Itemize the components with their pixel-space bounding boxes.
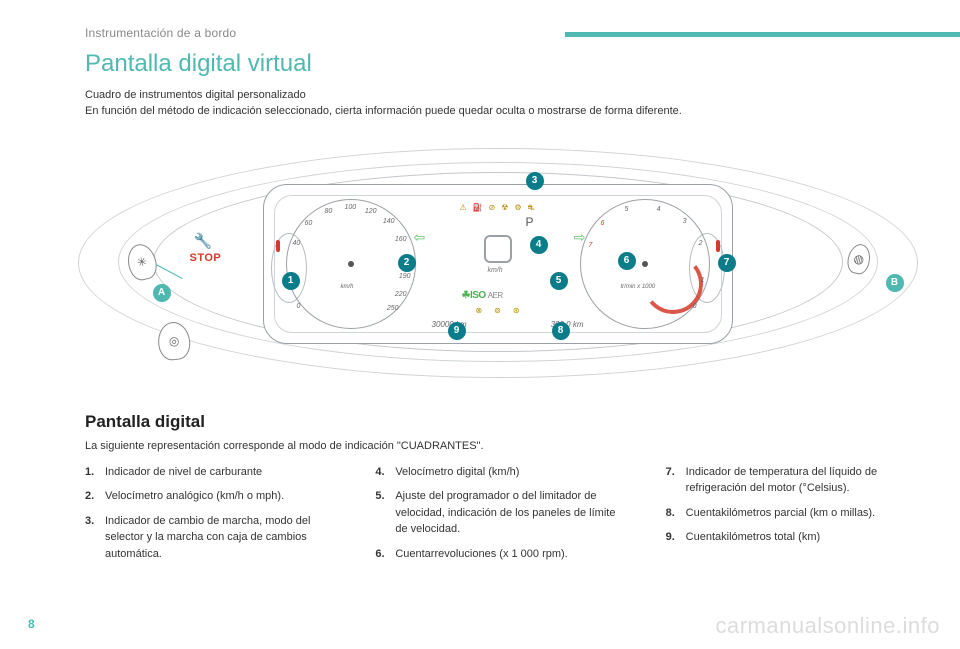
tick: 120	[365, 208, 377, 215]
callout-badge-b: B	[886, 274, 904, 292]
legend-col-3: 7.Indicador de temperatura del líquido d…	[666, 464, 910, 571]
watermark: carmanualsonline.info	[715, 613, 940, 639]
warn-icon: ⚙	[514, 203, 522, 213]
accent-bar	[565, 32, 960, 37]
legend-num: 2.	[85, 488, 105, 505]
page-number: 8	[28, 617, 35, 631]
center-digital-box	[484, 235, 512, 263]
warn-icon: ⊛	[513, 306, 520, 315]
eco-unit: AER	[488, 291, 503, 300]
instrument-panel: ⇦ ⇨ ⚠ ⛽ ⊘ ☢ ⚙ ⛐ P 0 20 40 60 80 100	[263, 184, 733, 344]
legend-text: Velocímetro analógico (km/h o mph).	[105, 488, 329, 505]
callout-badge-3: 3	[526, 172, 544, 190]
fuel-low-segment	[276, 240, 280, 252]
callout-badge-4: 4	[530, 236, 548, 254]
eco-leaf-icon: ☘	[462, 290, 470, 301]
wrench-icon: 🔧	[194, 232, 213, 250]
steering-icon: ◎	[157, 321, 191, 360]
warn-icon: ☢	[501, 203, 509, 213]
tick: 190	[399, 273, 411, 280]
gear-p-label: P	[526, 215, 534, 229]
intro-text: Cuadro de instrumentos digital personali…	[85, 88, 910, 120]
eco-readout: ☘ISOAER	[462, 290, 503, 301]
callout-badge-a: A	[153, 284, 171, 302]
legend-text: Cuentakilómetros total (km)	[686, 529, 910, 546]
legend-columns: 1.Indicador de nivel de carburante 2.Vel…	[85, 464, 910, 571]
subsection-title: Pantalla digital	[85, 412, 910, 432]
page-title: Pantalla digital virtual	[85, 50, 910, 78]
legend-text: Velocímetro digital (km/h)	[395, 464, 619, 481]
legend-item: 5.Ajuste del programador o del limitador…	[375, 488, 619, 538]
legend-text: Indicador de cambio de marcha, modo del …	[105, 513, 329, 563]
tick: 1	[701, 277, 705, 284]
tick: 140	[383, 218, 395, 225]
tick: 3	[683, 218, 687, 225]
tick: 2	[699, 240, 703, 247]
cluster-figure: ✳ ◎ ◍ 🔧 STOP ⇦ ⇨ ⚠ ⛽ ⊘ ☢ ⚙ ⛐ P 0 20 40	[98, 144, 898, 394]
warning-icons-bottom: ⊗ ⊚ ⊛	[264, 306, 732, 315]
warn-icon: ⛽	[473, 203, 484, 213]
tacho-unit: tr/min x 1000	[621, 284, 656, 290]
warn-icon: ⊗	[475, 306, 482, 315]
tick: 220	[395, 291, 407, 298]
legend-text: Indicador de temperatura del líquido de …	[686, 464, 910, 497]
tick: 40	[293, 240, 301, 247]
legend-col-2: 4.Velocímetro digital (km/h) 5.Ajuste de…	[375, 464, 619, 571]
stalk-knob-bottom-left: ◎	[156, 320, 192, 361]
stop-label: STOP	[190, 252, 222, 264]
legend-num: 9.	[666, 529, 686, 546]
intro-line-1: Cuadro de instrumentos digital personali…	[85, 89, 306, 101]
warn-icon: ⚠	[459, 203, 467, 213]
legend-item: 6.Cuentarrevoluciones (x 1 000 rpm).	[375, 546, 619, 563]
callout-badge-6: 6	[618, 252, 636, 270]
center-unit: km/h	[488, 267, 503, 274]
callout-badge-7: 7	[718, 254, 736, 272]
warn-icon: ⊚	[494, 306, 501, 315]
legend-item: 1.Indicador de nivel de carburante	[85, 464, 329, 481]
callout-badge-1: 1	[282, 272, 300, 290]
speedo-unit: km/h	[341, 284, 354, 290]
warn-icon: ⊘	[489, 203, 497, 213]
legend-col-1: 1.Indicador de nivel de carburante 2.Vel…	[85, 464, 329, 571]
legend-item: 7.Indicador de temperatura del líquido d…	[666, 464, 910, 497]
callout-badge-8: 8	[552, 322, 570, 340]
tick: 6	[601, 220, 605, 227]
tick: 80	[325, 208, 333, 215]
legend-num: 3.	[85, 513, 105, 563]
eco-value: ISO	[470, 290, 486, 301]
legend-text: Cuentakilómetros parcial (km o millas).	[686, 505, 910, 522]
legend-item: 4.Velocímetro digital (km/h)	[375, 464, 619, 481]
tick: 160	[395, 236, 407, 243]
warn-icon: ⛐	[528, 203, 536, 213]
legend-num: 6.	[375, 546, 395, 563]
tick: 100	[345, 204, 357, 211]
callout-badge-5: 5	[550, 272, 568, 290]
tick: 5	[625, 206, 629, 213]
turn-signal-left-icon: ⇦	[414, 229, 426, 246]
legend-text: Cuentarrevoluciones (x 1 000 rpm).	[395, 546, 619, 563]
legend-num: 7.	[666, 464, 686, 497]
intro-line-2: En función del método de indicación sele…	[85, 105, 682, 117]
callout-badge-9: 9	[448, 322, 466, 340]
legend-num: 4.	[375, 464, 395, 481]
tick: 7	[589, 242, 593, 249]
legend-item: 2.Velocímetro analógico (km/h o mph).	[85, 488, 329, 505]
tick: 60	[305, 220, 313, 227]
legend-item: 8.Cuentakilómetros parcial (km o millas)…	[666, 505, 910, 522]
legend-num: 1.	[85, 464, 105, 481]
legend-text: Indicador de nivel de carburante	[105, 464, 329, 481]
subsection-note: La siguiente representación corresponde …	[85, 440, 910, 452]
tick: 4	[657, 206, 661, 213]
legend-item: 3.Indicador de cambio de marcha, modo de…	[85, 513, 329, 563]
legend-text: Ajuste del programador o del limitador d…	[395, 488, 619, 538]
temp-high-segment	[716, 240, 720, 252]
legend-num: 8.	[666, 505, 686, 522]
legend-item: 9.Cuentakilómetros total (km)	[666, 529, 910, 546]
legend-num: 5.	[375, 488, 395, 538]
callout-badge-2: 2	[398, 254, 416, 272]
